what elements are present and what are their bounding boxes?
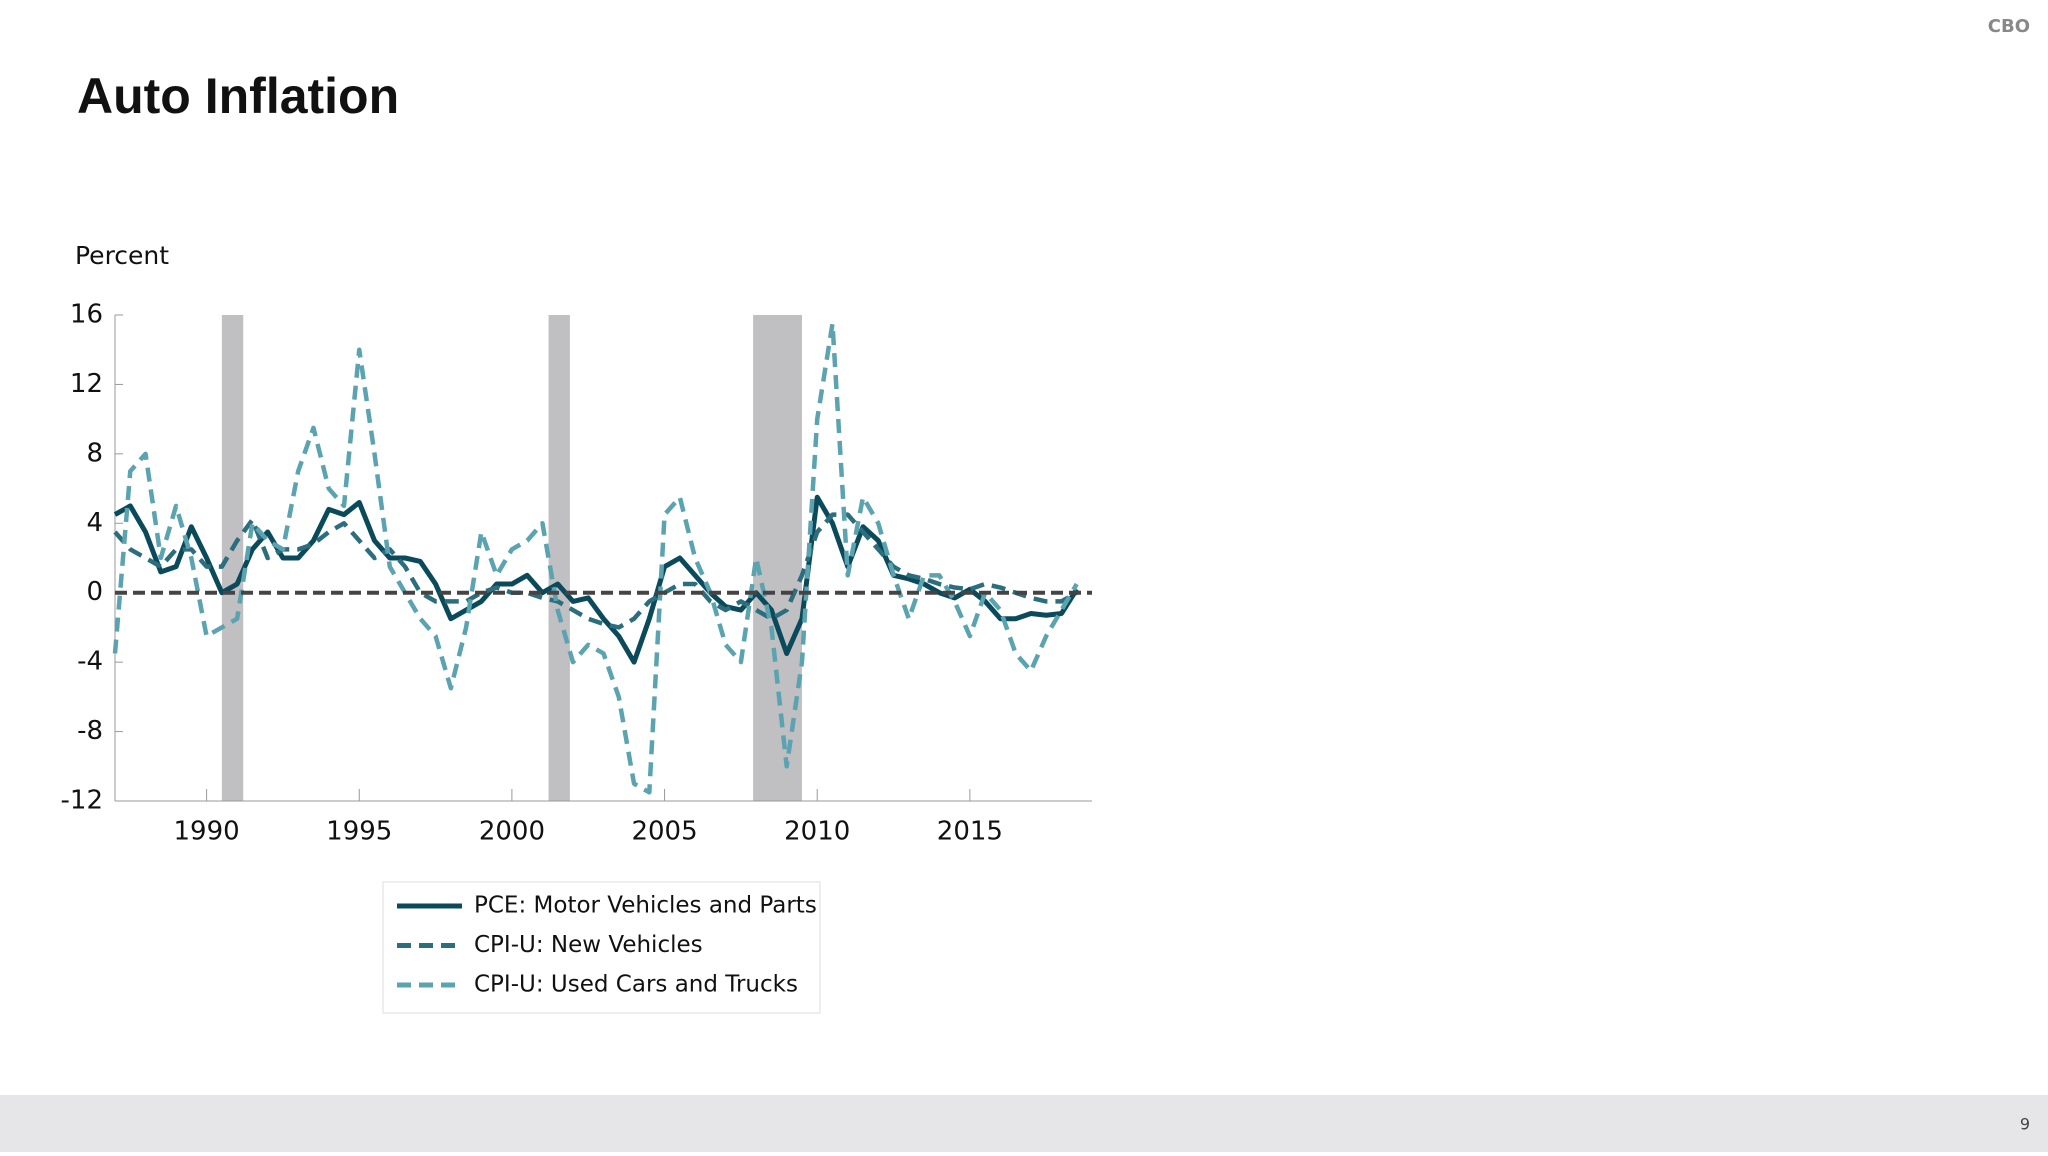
- y-tick-label: -8: [77, 716, 103, 746]
- x-tick-label: 2010: [784, 817, 850, 847]
- y-tick-label: 4: [86, 508, 103, 538]
- y-tick-label: 8: [86, 438, 103, 468]
- series-line: [113, 512, 1078, 630]
- x-tick-label: 1995: [326, 817, 392, 847]
- x-tick-label: 2015: [937, 817, 1003, 847]
- recession-shade: [221, 315, 244, 801]
- x-tick-label: 2000: [479, 817, 545, 847]
- legend-label: CPI-U: Used Cars and Trucks: [474, 972, 798, 998]
- y-tick-label: -4: [77, 647, 103, 677]
- y-tick-label: 12: [70, 369, 103, 399]
- x-tick-label: 2005: [631, 817, 697, 847]
- y-axis-label: Percent: [75, 241, 169, 270]
- y-tick-label: 0: [86, 577, 103, 607]
- x-tick-label: 1990: [174, 817, 240, 847]
- chart-title: Auto Inflation: [77, 68, 399, 124]
- legend-label: CPI-U: New Vehicles: [474, 932, 703, 958]
- legend-label: PCE: Motor Vehicles and Parts: [474, 893, 817, 919]
- series-line: [112, 321, 1079, 795]
- recession-shade: [548, 315, 570, 801]
- brand: CBO: [1988, 16, 2030, 37]
- y-tick-label: -12: [61, 786, 103, 816]
- footer-bar: [0, 1095, 2048, 1152]
- y-tick-label: 16: [70, 300, 103, 330]
- recession-shade: [753, 315, 802, 801]
- page-number: 9: [2020, 1115, 2030, 1134]
